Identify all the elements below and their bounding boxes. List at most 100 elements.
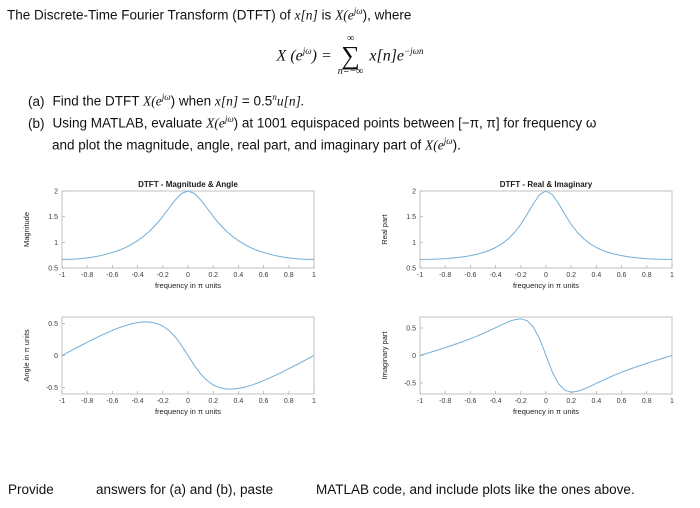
- math-u-of-n: u[n].: [276, 93, 305, 109]
- y-tick-label: 1: [54, 240, 58, 247]
- intro-line: The Discrete-Time Fourier Transform (DTF…: [7, 6, 411, 24]
- y-tick-label: 1: [412, 240, 416, 247]
- math-exponent-jw: jω: [302, 46, 312, 57]
- y-tick-label: 0: [54, 353, 58, 360]
- x-tick-label: -0.8: [439, 272, 451, 279]
- data-curve: [419, 318, 673, 393]
- footer-text-3: MATLAB code, and include plots like the …: [316, 482, 635, 497]
- item-a-text-2: ) when: [170, 93, 215, 109]
- item-b-text-3: and plot the magnitude, angle, real part…: [52, 137, 425, 153]
- x-tick-label: 1: [670, 272, 674, 279]
- y-axis-label: Imaginary part: [380, 331, 389, 380]
- x-tick-label: -1: [417, 272, 423, 279]
- y-tick-label: 1.5: [48, 214, 58, 221]
- item-a: (a) Find the DTFT X(ejω) when x[n] = 0.5n…: [28, 92, 304, 110]
- plot-title: DTFT - Real & Imaginary: [500, 180, 593, 189]
- y-axis-label: Real part: [380, 213, 389, 244]
- x-tick-label: -0.6: [106, 272, 118, 279]
- math-X-of-e: X(e: [143, 93, 162, 109]
- x-tick-label: -0.8: [439, 398, 451, 405]
- item-a-text-1: Find the DTFT: [52, 93, 144, 109]
- plot-svg: DTFT - Real & Imaginary -1 -0.8 -0.6 -0.4 -0.…: [380, 180, 674, 290]
- y-tick-label: 0.5: [48, 321, 58, 328]
- y-tick-label: -0.5: [404, 381, 416, 388]
- math-exponent-jw: jω: [353, 6, 363, 16]
- x-tick-label: -0.8: [81, 272, 93, 279]
- x-tick-label: -0.2: [157, 398, 169, 405]
- y-tick-label: 0.5: [406, 266, 416, 273]
- x-tick-label: -0.4: [490, 398, 502, 405]
- x-tick-label: -0.4: [132, 398, 144, 405]
- footer-text-2: answers for (a) and (b), paste: [96, 482, 274, 497]
- x-tick-label: 0.8: [642, 272, 652, 279]
- plot-angle: -1 -0.8 -0.6 -0.4 -0.2 0 0.2 0.4 0.6 0.8 1 -0.5 0 0.5…: [20, 304, 320, 430]
- math-exponent-jw: jω: [161, 92, 171, 102]
- intro-text-2: is: [317, 7, 336, 23]
- plot-svg: -1 -0.8 -0.6 -0.4 -0.2 0 0.2 0.4 0.6 0.8 1 -0.5 0 0.5…: [22, 316, 316, 416]
- math-x-of-n: x[n]: [294, 7, 318, 23]
- x-tick-label: 0.2: [566, 272, 576, 279]
- item-a-label: (a): [28, 93, 45, 109]
- x-tick-label: 0.6: [617, 398, 627, 405]
- math-X-of-e: X (e: [276, 47, 303, 65]
- x-tick-label: 0.4: [234, 272, 244, 279]
- x-tick-label: 0.2: [208, 398, 218, 405]
- data-curve: [420, 190, 672, 260]
- math-X-of-e: X(e: [206, 115, 225, 131]
- x-tick-label: -0.8: [81, 398, 93, 405]
- footer-text-1: Provide: [8, 482, 54, 497]
- y-tick-label: 1.5: [406, 214, 416, 221]
- item-b-label: (b): [28, 115, 45, 131]
- data-curve: [62, 190, 314, 260]
- formula-rhs: x[n]e−jωn: [369, 46, 423, 65]
- math-X-of-e: X(e: [335, 7, 354, 23]
- x-tick-label: 1: [312, 398, 316, 405]
- item-b-line-2: and plot the magnitude, angle, real part…: [52, 136, 461, 154]
- x-tick-label: 0: [544, 272, 548, 279]
- x-tick-label: 1: [670, 398, 674, 405]
- plot-real-part: DTFT - Real & Imaginary -1 -0.8 -0.6 -0.4 -0.…: [378, 178, 678, 304]
- x-tick-label: 0.2: [208, 272, 218, 279]
- x-tick-label: 0.8: [284, 272, 294, 279]
- math-x-n-term: x[n]e: [369, 47, 405, 65]
- math-X-of-e: X(e: [424, 137, 444, 153]
- intro-text-1: The Discrete-Time Fourier Transform (DTF…: [7, 7, 295, 23]
- data-curve: [61, 321, 315, 390]
- x-tick-label: 1: [312, 272, 316, 279]
- math-exponent-jw: jω: [443, 136, 453, 146]
- item-b-text-2: ) at 1001 equispaced points between [−π,…: [233, 115, 597, 131]
- math-exponent-minus-jwn: −jωn: [404, 46, 424, 57]
- plot-svg: -1 -0.8 -0.6 -0.4 -0.2 0 0.2 0.4 0.6 0.8 1 -0.5 0 0.5…: [380, 316, 674, 416]
- sigma-icon: ∑: [341, 41, 360, 70]
- equals-sign: ) =: [311, 47, 332, 65]
- x-tick-label: -1: [59, 272, 65, 279]
- x-tick-label: -0.6: [464, 398, 476, 405]
- x-tick-label: -0.4: [490, 272, 502, 279]
- formula-lhs: X (ejω) =: [277, 46, 332, 65]
- x-tick-label: -0.4: [132, 272, 144, 279]
- x-tick-label: 0: [186, 398, 190, 405]
- y-tick-label: 2: [412, 189, 416, 196]
- item-a-text-3: = 0.5: [238, 93, 273, 109]
- summation-symbol: ∞ ∑ n=−∞: [338, 34, 364, 77]
- plot-svg: DTFT - Magnitude & Angle -1 -0.8 -0.6 -0.4 -0…: [22, 180, 316, 290]
- y-tick-label: 0.5: [48, 266, 58, 273]
- plot-magnitude: DTFT - Magnitude & Angle -1 -0.8 -0.6 -0.4 -0…: [20, 178, 320, 304]
- x-axis-label: frequency in π units: [513, 281, 579, 290]
- x-tick-label: 0.6: [617, 272, 627, 279]
- axes-box: [61, 190, 315, 269]
- x-tick-label: -1: [59, 398, 65, 405]
- summation-upper-limit: ∞: [346, 33, 355, 44]
- x-tick-label: 0.4: [592, 398, 602, 405]
- x-tick-label: -0.6: [464, 272, 476, 279]
- x-tick-label: 0.4: [234, 398, 244, 405]
- intro-text-3: ), where: [362, 7, 412, 23]
- x-tick-label: -0.6: [106, 398, 118, 405]
- x-axis-label: frequency in π units: [513, 407, 579, 416]
- item-b-line-1: (b) Using MATLAB, evaluate X(ejω) at 1001…: [28, 114, 596, 132]
- x-axis-label: frequency in π units: [155, 407, 221, 416]
- x-tick-label: 0.6: [259, 272, 269, 279]
- x-tick-label: 0: [186, 272, 190, 279]
- x-tick-label: 0.4: [592, 272, 602, 279]
